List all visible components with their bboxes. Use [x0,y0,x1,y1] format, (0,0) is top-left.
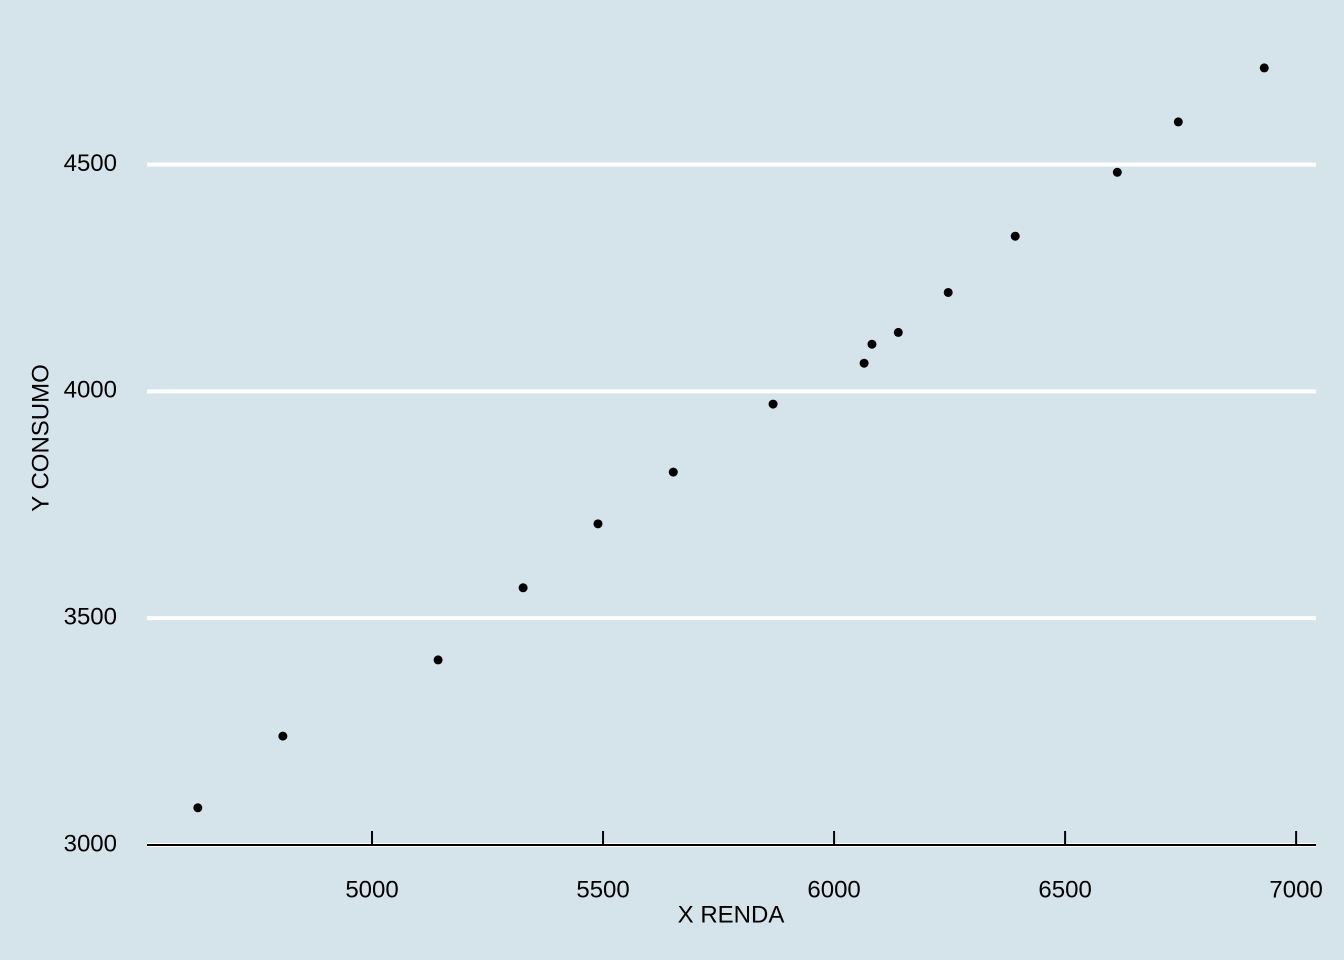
point [893,327,903,337]
point [943,287,953,297]
point [1112,167,1122,177]
point [433,655,443,665]
x-axis-label: X RENDA [678,901,785,928]
point [1010,231,1020,241]
point [867,339,877,349]
point [593,519,603,529]
x-tick-label: 6000 [807,876,860,903]
x-tick-label: 5000 [345,876,398,903]
point [768,399,778,409]
x-tick-label: 7000 [1269,876,1322,903]
point [668,467,678,477]
point [859,358,869,368]
y-axis-label: Y CONSUMO [27,364,54,512]
point [1259,63,1269,73]
point [518,583,528,593]
y-tick-label: 4000 [64,377,117,404]
point [1173,117,1183,127]
y-tick-label: 4500 [64,150,117,177]
point [278,731,288,741]
x-tick-label: 6500 [1038,876,1091,903]
y-tick-label: 3000 [64,830,117,857]
point [193,803,203,813]
y-tick-label: 3500 [64,604,117,631]
x-tick-label: 5500 [576,876,629,903]
